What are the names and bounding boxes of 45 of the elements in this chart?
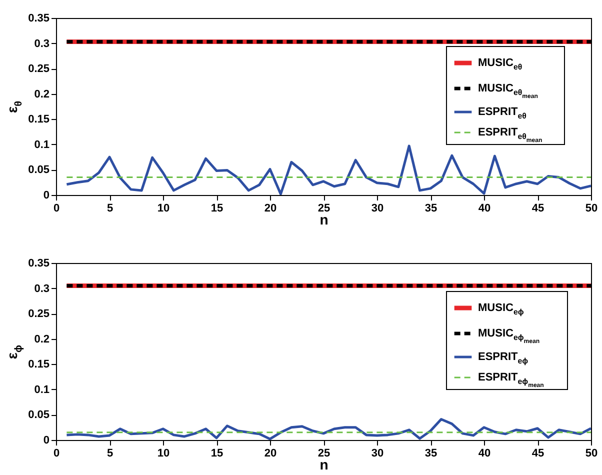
x-tick-label: 50 xyxy=(585,448,598,460)
line-series xyxy=(65,144,591,195)
x-tick-label: 30 xyxy=(371,448,384,460)
x-axis-title: n xyxy=(320,212,328,228)
x-tick-label: 0 xyxy=(53,448,60,460)
y-tick-label: 0.15 xyxy=(28,358,50,371)
x-tick-label: 30 xyxy=(371,202,384,214)
x-tick-label: 10 xyxy=(157,448,170,460)
y-tick-label: 0.2 xyxy=(34,333,50,346)
y-tick-label: 0.15 xyxy=(28,114,50,126)
x-tick-label: 5 xyxy=(106,202,114,214)
x-tick-label: 50 xyxy=(585,202,598,214)
x-tick-label: 15 xyxy=(210,448,224,460)
y-tick-label: 0 xyxy=(43,434,50,446)
legend-label: ESPRIT$_{eθ}$ xyxy=(478,106,526,120)
x-tick-label: 45 xyxy=(532,202,544,214)
x-tick-label: 35 xyxy=(424,202,438,214)
y-tick-label: 0.05 xyxy=(28,409,50,422)
y-tick-label: 0.35 xyxy=(28,258,50,270)
x-tick-label: 40 xyxy=(478,202,491,214)
y-tick-label: 0.3 xyxy=(34,38,50,50)
y-tick-label: 0.1 xyxy=(34,384,50,396)
x-tick-label: 0 xyxy=(53,202,60,214)
y-tick-label: 0 xyxy=(43,190,50,202)
x-axis-title: n xyxy=(320,456,328,472)
x-tick-label: 25 xyxy=(318,448,330,460)
y-tick-label: 0.2 xyxy=(34,88,50,100)
x-tick-label: 20 xyxy=(264,448,277,460)
x-tick-label: 40 xyxy=(478,448,491,460)
legend-label: MUSIC$_{eθ}$ xyxy=(478,57,522,72)
x-tick-label: 5 xyxy=(106,448,114,460)
y-tick-label: 0.35 xyxy=(28,12,50,24)
x-tick-label: 15 xyxy=(210,202,224,214)
y-tick-label: 0.25 xyxy=(28,308,50,320)
x-tick-label: 10 xyxy=(157,202,170,214)
x-tick-label: 20 xyxy=(264,202,277,214)
x-tick-label: 45 xyxy=(532,448,544,460)
x-tick-label: 35 xyxy=(424,448,438,460)
y-tick-label: 0.1 xyxy=(34,138,50,151)
y-tick-label: 0.25 xyxy=(28,63,50,76)
y-tick-label: 0.05 xyxy=(28,164,50,176)
legend-label: MUSIC$_{eϕ}$ xyxy=(478,302,524,316)
y-tick-label: 0.3 xyxy=(34,282,50,295)
legend-label: ESPRIT$_{eϕ}$ xyxy=(478,351,528,366)
x-tick-label: 25 xyxy=(318,202,330,214)
